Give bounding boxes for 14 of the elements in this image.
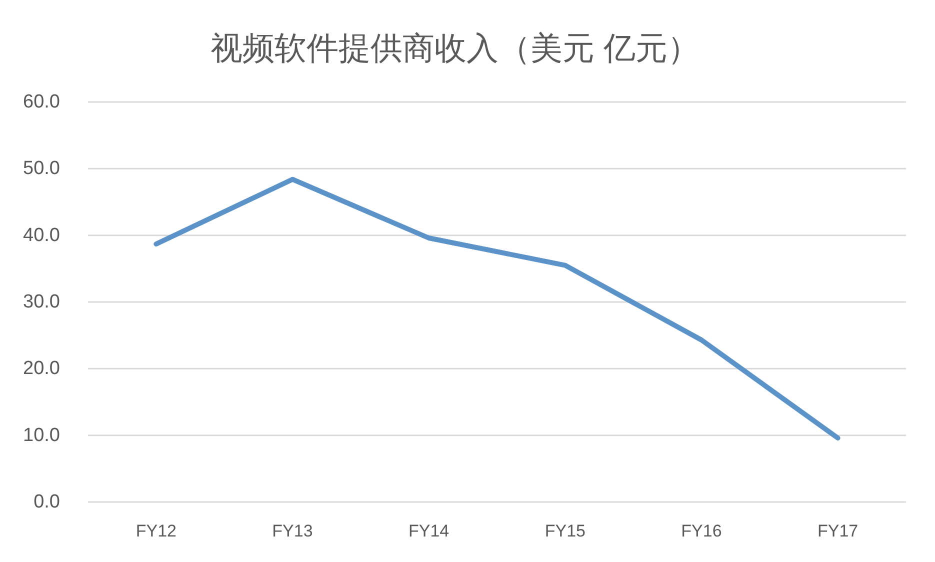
x-tick-label: FY13 — [272, 522, 313, 540]
y-tick-label: 20.0 — [23, 358, 60, 380]
x-tick-label: FY12 — [136, 522, 176, 540]
x-tick-label: FY17 — [818, 522, 858, 540]
y-tick-label: 30.0 — [23, 292, 60, 312]
y-tick-label: 10.0 — [23, 424, 60, 446]
y-tick-label: 0.0 — [34, 492, 60, 512]
y-tick-label: 50.0 — [23, 158, 60, 180]
y-tick-label: 60.0 — [23, 92, 60, 112]
y-tick-label: 40.0 — [23, 224, 60, 246]
x-tick-label: FY15 — [544, 522, 586, 540]
chart-title: 视频软件提供商收入（美元 亿元） — [210, 30, 700, 66]
x-tick-label: FY16 — [681, 522, 722, 540]
x-tick-label: FY14 — [408, 522, 450, 540]
